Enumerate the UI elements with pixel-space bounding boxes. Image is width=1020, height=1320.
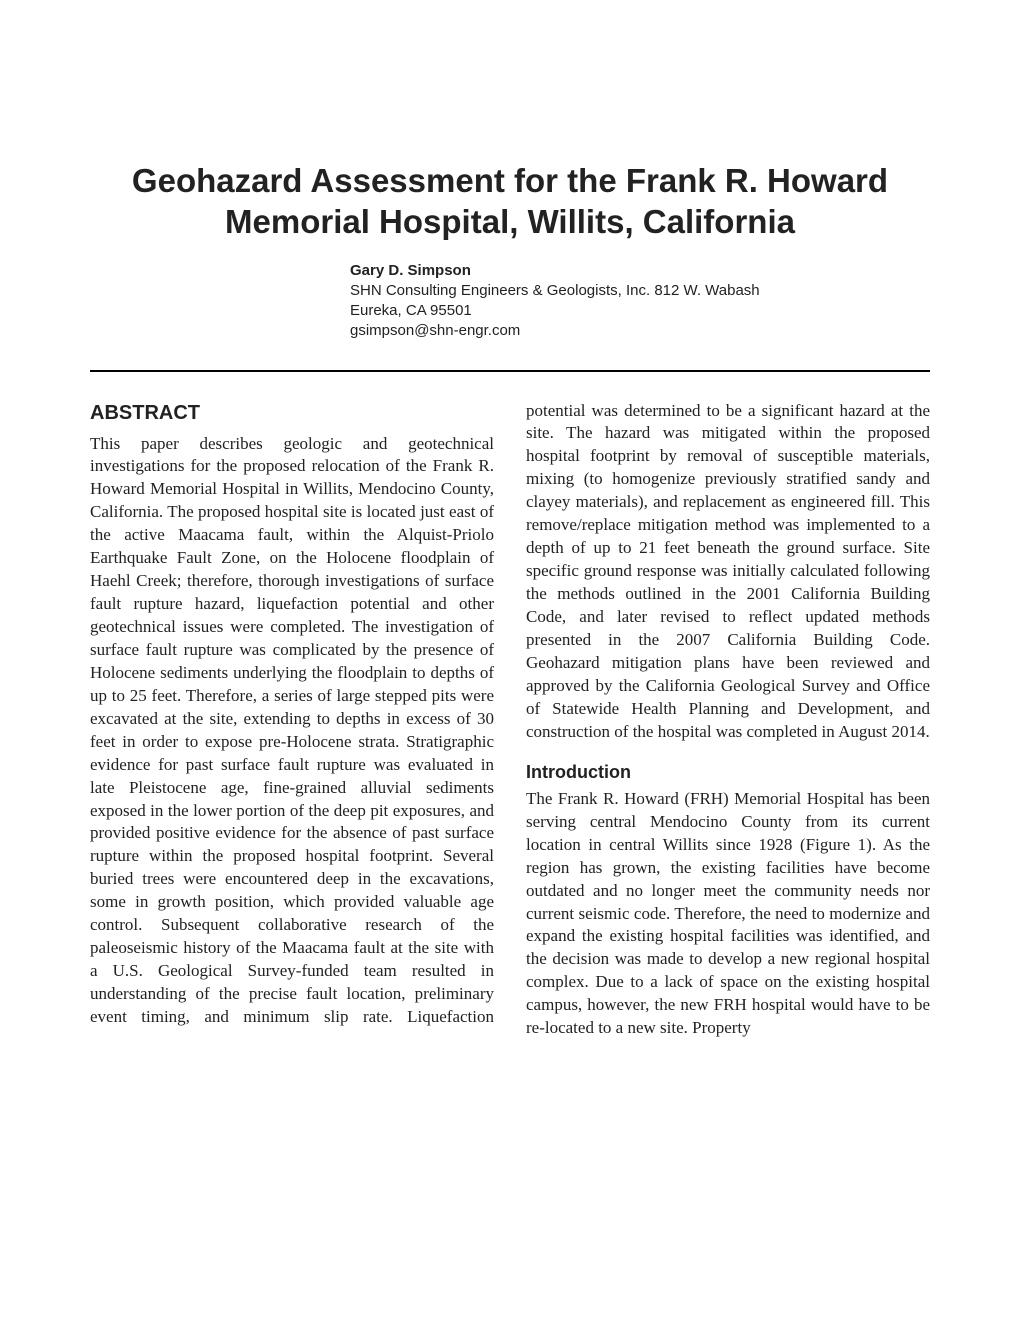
author-city: Eureka, CA 95501	[350, 301, 830, 321]
divider-line	[90, 370, 930, 372]
author-block: Gary D. Simpson SHN Consulting Engineers…	[350, 261, 830, 342]
body-columns: ABSTRACT This paper describes geologic a…	[90, 400, 930, 1041]
author-name: Gary D. Simpson	[350, 261, 830, 281]
author-affiliation: SHN Consulting Engineers & Geologists, I…	[350, 281, 830, 301]
author-email: gsimpson@shn-engr.com	[350, 321, 830, 341]
introduction-body: The Frank R. Howard (FRH) Memorial Hospi…	[526, 788, 930, 1040]
introduction-heading: Introduction	[526, 760, 930, 784]
paper-title: Geohazard Assessment for the Frank R. Ho…	[90, 160, 930, 243]
abstract-heading: ABSTRACT	[90, 400, 494, 427]
